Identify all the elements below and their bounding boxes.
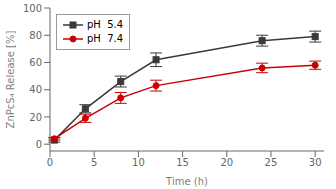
html-text:pH 7.4: pH 7.4: [87, 33, 124, 44]
svg-text:25: 25: [265, 157, 278, 168]
svg-text:100: 100: [23, 3, 42, 14]
svg-text:80: 80: [29, 30, 42, 41]
svg-text:Time (h): Time (h): [165, 176, 208, 187]
svg-text:15: 15: [176, 157, 189, 168]
svg-text:0: 0: [47, 157, 53, 168]
html-text:pH 5.4: pH 5.4: [87, 19, 124, 30]
svg-text:10: 10: [132, 157, 145, 168]
svg-text:5: 5: [91, 157, 97, 168]
svg-text:0: 0: [36, 139, 42, 150]
svg-text:20: 20: [29, 112, 42, 123]
svg-text:30: 30: [309, 157, 322, 168]
svg-text:60: 60: [29, 57, 42, 68]
svg-text:20: 20: [220, 157, 233, 168]
svg-text:40: 40: [29, 84, 42, 95]
svg-text:ZnPcS₄ Release [%]: ZnPcS₄ Release [%]: [8, 31, 16, 129]
